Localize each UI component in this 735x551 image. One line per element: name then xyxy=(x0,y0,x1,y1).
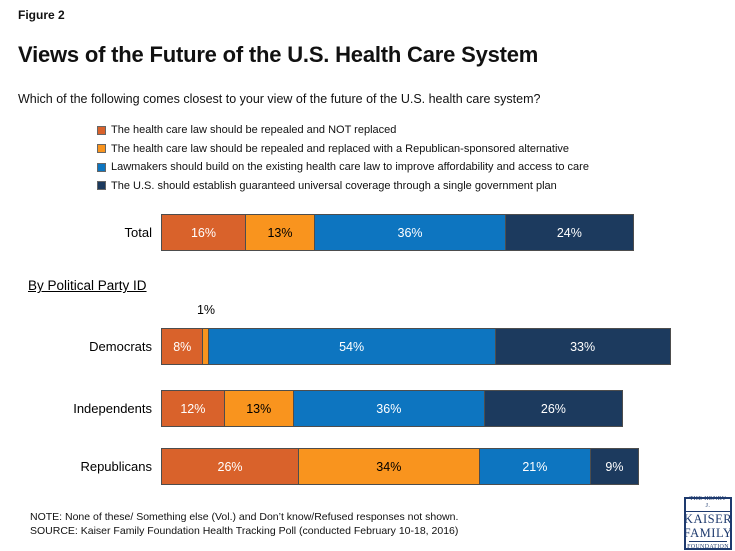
bar-row-democrats: Democrats 8% 54% 33% xyxy=(0,328,735,365)
bar-segment: 36% xyxy=(314,214,507,251)
survey-question: Which of the following comes closest to … xyxy=(18,92,541,106)
bar-segment: 13% xyxy=(245,214,315,251)
logo-divider xyxy=(689,541,727,542)
category-label: Democrats xyxy=(89,339,152,354)
figure-number: Figure 2 xyxy=(18,8,65,22)
logo-line-henry-j: THE HENRY J. xyxy=(686,496,730,512)
legend-swatch-icon xyxy=(97,181,106,191)
category-label: Total xyxy=(124,225,152,240)
stacked-bar: 26% 34% 21% 9% xyxy=(161,448,639,485)
note-text: NOTE: None of these/ Something else (Vol… xyxy=(30,511,459,523)
logo-line-kaiser: KAISER xyxy=(683,512,733,526)
bar-segment: 13% xyxy=(224,390,294,427)
bar-segment: 21% xyxy=(479,448,592,485)
chart-legend: The health care law should be repealed a… xyxy=(97,121,589,195)
bar-segment: 33% xyxy=(495,328,671,365)
bar-segment: 24% xyxy=(506,214,634,251)
legend-item: Lawmakers should build on the existing h… xyxy=(97,158,589,177)
bar-row-independents: Independents 12% 13% 36% 26% xyxy=(0,390,735,427)
logo-line-family: FAMILY xyxy=(683,525,733,540)
bar-segment: 54% xyxy=(208,328,496,365)
category-label: Independents xyxy=(73,401,152,416)
bar-segment: 26% xyxy=(484,390,623,427)
bar-segment: 16% xyxy=(161,214,246,251)
bar-segment: 9% xyxy=(591,448,639,485)
bar-segment xyxy=(203,328,209,365)
legend-swatch-icon xyxy=(97,162,106,172)
footer-notes: NOTE: None of these/ Something else (Vol… xyxy=(30,510,458,538)
bar-row-republicans: Republicans 26% 34% 21% 9% xyxy=(0,448,735,485)
legend-swatch-icon xyxy=(97,125,106,135)
legend-item: The health care law should be repealed a… xyxy=(97,121,589,140)
section-heading-party-id: By Political Party ID xyxy=(28,278,147,293)
bar-row-total: Total 16% 13% 36% 24% xyxy=(0,214,735,251)
legend-label: Lawmakers should build on the existing h… xyxy=(111,161,589,174)
bar-segment: 36% xyxy=(293,390,485,427)
democrats-one-percent-label: 1% xyxy=(196,303,216,317)
legend-swatch-icon xyxy=(97,144,106,154)
bar-segment: 8% xyxy=(161,328,204,365)
stacked-bar: 12% 13% 36% 26% xyxy=(161,390,623,427)
bar-segment: 34% xyxy=(299,448,480,485)
legend-label: The health care law should be repealed a… xyxy=(111,142,570,155)
legend-item: The health care law should be repealed a… xyxy=(97,140,589,159)
legend-label: The U.S. should establish guaranteed uni… xyxy=(111,179,557,192)
stacked-bar: 16% 13% 36% 24% xyxy=(161,214,634,251)
page-title: Views of the Future of the U.S. Health C… xyxy=(18,42,539,67)
bar-segment: 12% xyxy=(161,390,225,427)
bar-segment: 26% xyxy=(161,448,300,485)
stacked-bar: 8% 54% 33% xyxy=(161,328,671,365)
legend-label: The health care law should be repealed a… xyxy=(111,124,397,137)
legend-item: The U.S. should establish guaranteed uni… xyxy=(97,177,589,196)
source-text: SOURCE: Kaiser Family Foundation Health … xyxy=(30,525,459,537)
category-label: Republicans xyxy=(80,459,152,474)
logo-line-foundation: FOUNDATION xyxy=(687,544,729,550)
kaiser-family-foundation-logo: THE HENRY J. KAISER FAMILY FOUNDATION xyxy=(683,496,733,550)
